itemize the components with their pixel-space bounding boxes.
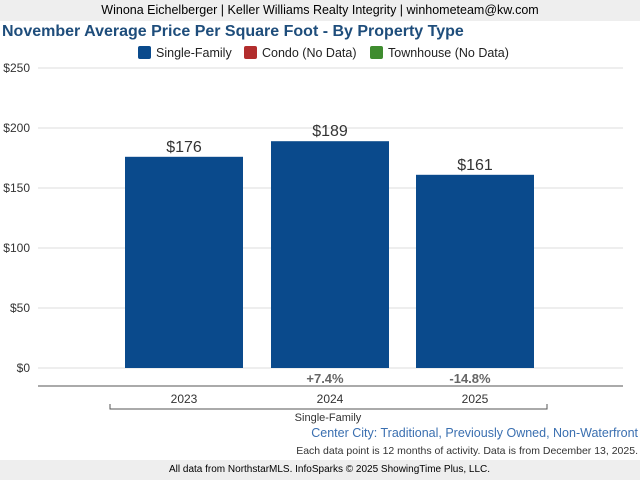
legend-item-single-family[interactable]: Single-Family: [138, 45, 232, 61]
change-label: +7.4%: [306, 371, 344, 386]
group-label: Single-Family: [295, 412, 362, 424]
y-tick-label: $200: [3, 121, 30, 135]
y-tick-label: $50: [10, 301, 30, 315]
footer-note: Each data point is 12 months of activity…: [296, 445, 638, 457]
change-label: -14.8%: [449, 371, 491, 386]
bar-value-label: $176: [166, 139, 202, 156]
footer-source: All data from NorthstarMLS. InfoSparks ©…: [169, 464, 491, 475]
x-tick-label: 2023: [171, 392, 198, 406]
x-tick-label: 2024: [317, 392, 344, 406]
bar: [416, 174, 534, 368]
legend: Single-Family Condo (No Data) Townhouse …: [0, 45, 640, 63]
legend-label-townhouse: Townhouse (No Data): [388, 46, 509, 60]
y-tick-label: $100: [3, 241, 30, 255]
bar: [271, 141, 389, 368]
footer-subtitle: Center City: Traditional, Previously Own…: [311, 426, 638, 440]
y-tick-label: $250: [3, 61, 30, 75]
legend-label-single-family: Single-Family: [156, 46, 232, 60]
header-contact: Winona Eichelberger | Keller Williams Re…: [0, 0, 640, 21]
legend-item-townhouse[interactable]: Townhouse (No Data): [370, 45, 509, 61]
group-bracket: [109, 404, 548, 410]
legend-label-condo: Condo (No Data): [262, 46, 357, 60]
y-tick-label: $150: [3, 181, 30, 195]
bar-value-label: $189: [312, 123, 348, 140]
x-tick-label: 2025: [462, 392, 489, 406]
bar-value-label: $161: [457, 157, 493, 174]
legend-swatch-single-family: [138, 46, 151, 59]
legend-item-condo[interactable]: Condo (No Data): [244, 45, 357, 61]
legend-swatch-townhouse: [370, 46, 383, 59]
chart-title: November Average Price Per Square Foot -…: [2, 23, 464, 40]
y-tick-label: $0: [17, 361, 31, 375]
bar: [125, 156, 243, 368]
legend-swatch-condo: [244, 46, 257, 59]
footer-bar: All data from NorthstarMLS. InfoSparks ©…: [0, 460, 640, 480]
